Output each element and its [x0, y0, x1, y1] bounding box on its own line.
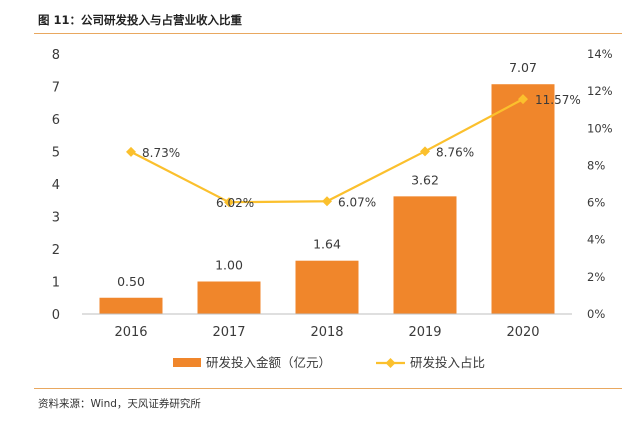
bar-2017: [197, 281, 261, 314]
left-axis-tick-label: 6: [52, 113, 60, 128]
right-axis-tick-label: 8%: [587, 158, 605, 172]
legend-bar-label: 研发投入金额（亿元）: [206, 355, 331, 370]
line-point-2017: [224, 197, 234, 208]
bar-2020: [491, 84, 555, 314]
legend-line-marker: [385, 358, 396, 368]
line-point-2020: [518, 94, 528, 105]
line-data-label: 8.76%: [436, 145, 474, 159]
x-axis-tick-label: 2017: [212, 325, 245, 340]
chart: 0 1 2 3 4 5 6 7 8 0% 2% 4% 6% 8% 10% 12% 14% 2016 2017 20…: [52, 47, 613, 370]
left-axis-tick-label: 5: [52, 146, 60, 161]
line-data-label: 6.07%: [338, 195, 376, 209]
left-axis-tick-label: 3: [52, 211, 60, 226]
line-data-label: 6.02%: [216, 196, 254, 210]
top-rule: [34, 33, 622, 34]
left-axis-tick-label: 8: [52, 48, 60, 63]
figure-title: 图 11：公司研发投入与占营业收入比重: [38, 13, 243, 27]
left-axis-tick-label: 1: [52, 276, 60, 291]
line-point-2018: [322, 196, 332, 207]
right-axis-tick-label: 6%: [587, 196, 605, 210]
right-axis-tick-label: 12%: [587, 84, 613, 98]
left-axis-tick-label: 4: [52, 178, 60, 193]
bar-data-label: 1.00: [215, 258, 243, 273]
bar-2019: [393, 196, 457, 314]
legend-bar-swatch: [173, 358, 201, 367]
right-axis-tick-label: 14%: [587, 47, 613, 61]
x-axis-tick-label: 2016: [114, 325, 147, 340]
x-axis-tick-label: 2019: [408, 325, 441, 340]
bottom-rule: [34, 388, 622, 389]
bar-2018: [295, 260, 359, 314]
line-point-2016: [126, 146, 136, 157]
source-note: 资料来源：Wind，天风证券研究所: [38, 398, 201, 410]
right-axis-tick-label: 0%: [587, 307, 605, 321]
bar-data-label: 0.50: [117, 274, 145, 289]
bar-data-label: 3.62: [411, 172, 439, 187]
bar-data-label: 7.07: [509, 60, 537, 75]
x-axis-tick-label: 2018: [310, 325, 343, 340]
bar-2016: [99, 297, 163, 314]
right-axis-tick-label: 10%: [587, 121, 613, 135]
right-axis-tick-label: 2%: [587, 270, 605, 284]
left-axis-tick-label: 0: [52, 308, 60, 323]
right-axis-tick-label: 4%: [587, 233, 605, 247]
line-point-2019: [420, 146, 430, 157]
left-axis-tick-label: 2: [52, 243, 60, 258]
legend-line-label: 研发投入占比: [410, 355, 485, 370]
x-axis-tick-label: 2020: [506, 325, 539, 340]
line-data-label: 11.57%: [535, 93, 581, 107]
bar-data-label: 1.64: [313, 237, 341, 252]
line-data-label: 8.73%: [142, 146, 180, 160]
left-axis-tick-label: 7: [52, 81, 60, 96]
